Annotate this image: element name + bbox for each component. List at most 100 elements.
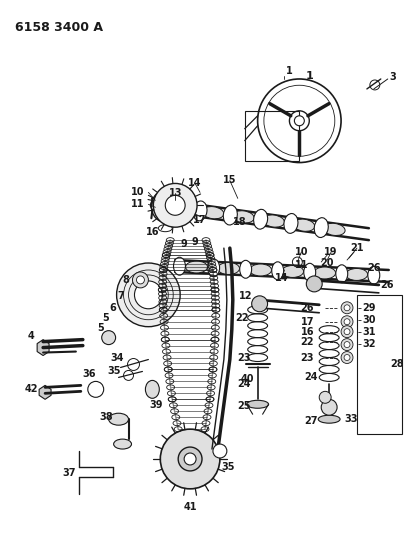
Text: 38: 38	[100, 412, 113, 422]
Text: 37: 37	[62, 468, 76, 478]
Ellipse shape	[262, 215, 284, 227]
Polygon shape	[39, 385, 51, 399]
Circle shape	[319, 391, 330, 403]
Text: 13: 13	[168, 188, 182, 198]
Text: 40: 40	[240, 374, 254, 384]
Circle shape	[340, 338, 352, 351]
Text: 30: 30	[361, 314, 375, 325]
Text: 16: 16	[145, 227, 159, 237]
Text: 34: 34	[110, 352, 124, 362]
Polygon shape	[37, 340, 49, 356]
Ellipse shape	[292, 219, 314, 231]
Circle shape	[340, 302, 352, 314]
Ellipse shape	[185, 261, 207, 273]
Ellipse shape	[151, 190, 179, 222]
Ellipse shape	[162, 197, 176, 216]
Text: 35: 35	[108, 367, 121, 376]
Ellipse shape	[239, 260, 251, 278]
Text: 33: 33	[344, 414, 357, 424]
Text: 21: 21	[349, 243, 363, 253]
Circle shape	[160, 429, 219, 489]
Circle shape	[343, 329, 349, 335]
Text: 22: 22	[300, 337, 313, 346]
Text: 10: 10	[130, 188, 144, 197]
Circle shape	[132, 272, 148, 288]
Ellipse shape	[345, 269, 367, 280]
Ellipse shape	[313, 267, 335, 279]
Text: 6: 6	[109, 303, 116, 313]
Text: 35: 35	[220, 462, 234, 472]
Text: 10: 10	[294, 247, 307, 257]
Ellipse shape	[207, 259, 219, 277]
Text: 6158 3400 A: 6158 3400 A	[15, 21, 103, 34]
Text: 5: 5	[102, 313, 109, 323]
Ellipse shape	[253, 209, 267, 229]
Text: 36: 36	[82, 369, 95, 379]
Circle shape	[101, 330, 115, 345]
Text: 9: 9	[180, 239, 187, 249]
Ellipse shape	[232, 211, 254, 223]
Ellipse shape	[283, 214, 297, 233]
Text: 26: 26	[366, 263, 380, 273]
Text: 24: 24	[236, 379, 250, 390]
Circle shape	[294, 116, 303, 126]
Text: 29: 29	[361, 303, 375, 313]
Ellipse shape	[367, 266, 379, 284]
Circle shape	[340, 326, 352, 337]
Circle shape	[320, 399, 336, 415]
Text: 26: 26	[300, 303, 313, 313]
Text: 5: 5	[97, 322, 104, 333]
Text: 1: 1	[285, 66, 292, 76]
Text: 42: 42	[25, 384, 38, 394]
Text: 41: 41	[183, 502, 196, 512]
Ellipse shape	[313, 217, 328, 238]
Text: 14: 14	[274, 273, 288, 283]
Circle shape	[306, 276, 321, 292]
Circle shape	[340, 316, 352, 328]
Circle shape	[134, 281, 162, 309]
Text: 3: 3	[389, 72, 395, 82]
Ellipse shape	[173, 257, 185, 275]
Circle shape	[251, 296, 267, 312]
Ellipse shape	[223, 205, 237, 225]
Text: 23: 23	[236, 352, 250, 362]
Text: 39: 39	[149, 400, 163, 410]
Ellipse shape	[335, 265, 347, 282]
Text: 9: 9	[191, 237, 198, 247]
Text: 27: 27	[304, 416, 317, 426]
Text: 8: 8	[122, 275, 129, 285]
Text: 20: 20	[320, 258, 333, 268]
Circle shape	[136, 276, 144, 284]
Text: 28: 28	[389, 359, 402, 369]
Text: 11: 11	[294, 260, 307, 270]
Ellipse shape	[249, 264, 271, 276]
Ellipse shape	[217, 263, 239, 274]
Ellipse shape	[173, 203, 195, 215]
Ellipse shape	[323, 223, 344, 236]
Ellipse shape	[108, 413, 128, 425]
Text: 32: 32	[361, 338, 375, 349]
Circle shape	[184, 453, 196, 465]
Circle shape	[343, 342, 349, 348]
Ellipse shape	[303, 263, 315, 281]
Ellipse shape	[193, 201, 207, 221]
Text: 17: 17	[193, 215, 206, 225]
Circle shape	[153, 183, 197, 227]
Text: 18: 18	[232, 217, 246, 227]
Ellipse shape	[281, 265, 303, 278]
Text: 17: 17	[300, 317, 313, 327]
Circle shape	[116, 263, 180, 327]
Text: 24: 24	[304, 373, 317, 382]
Text: 14: 14	[188, 179, 201, 189]
Circle shape	[343, 354, 349, 360]
Text: 11: 11	[130, 199, 144, 209]
Text: 1: 1	[305, 71, 312, 81]
Text: 7: 7	[117, 291, 124, 301]
Circle shape	[343, 305, 349, 311]
Text: 15: 15	[222, 175, 236, 185]
Text: 22: 22	[234, 313, 248, 323]
Text: 31: 31	[361, 327, 375, 337]
Ellipse shape	[113, 439, 131, 449]
Circle shape	[340, 352, 352, 364]
Ellipse shape	[271, 262, 283, 280]
